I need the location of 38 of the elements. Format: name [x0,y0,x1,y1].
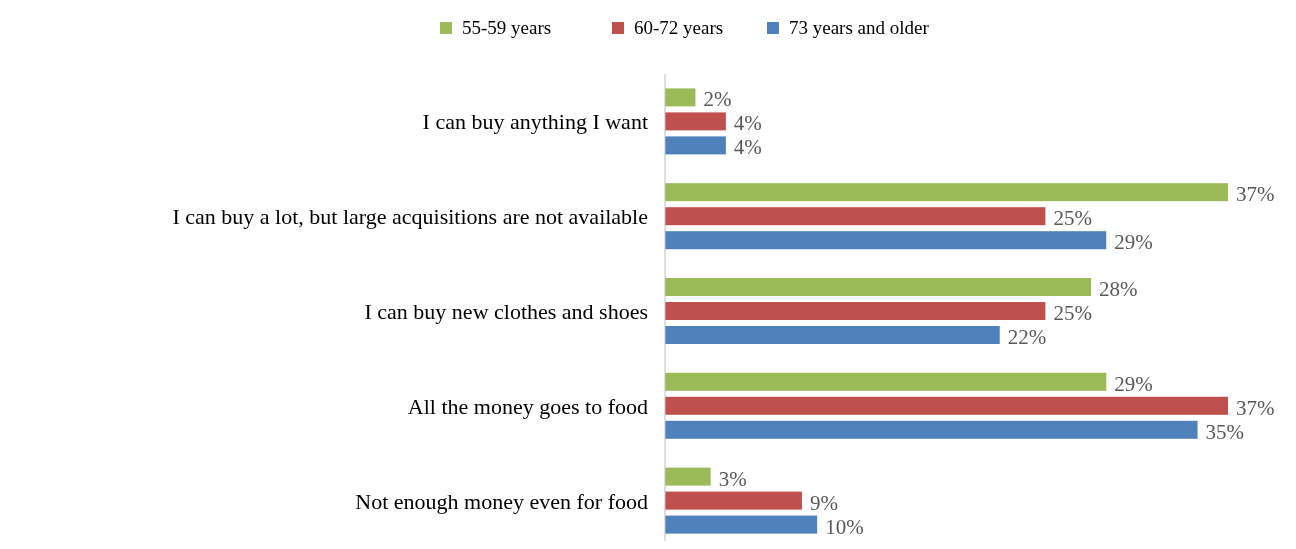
bar [665,278,1092,296]
y-tick-label: I can buy anything I want [422,109,648,135]
bar [665,467,711,486]
legend-label: 55-59 years [462,17,552,38]
data-label: 9% [809,490,838,515]
data-label: 2% [703,87,732,112]
data-label: 25% [1053,301,1092,325]
data-label: 37% [1236,395,1275,420]
data-label: 29% [1114,371,1153,396]
data-label: 35% [1205,419,1245,444]
bar [665,112,726,131]
data-label: 4% [733,111,762,136]
bar [665,183,1228,202]
legend-label: 73 years and older [789,17,930,38]
bar [665,372,1107,391]
bar [665,396,1228,415]
y-tick-label: I can buy new clothes and shoes [364,299,648,324]
bar [665,136,726,155]
data-label: 37% [1236,182,1275,207]
y-tick-label: I can buy a lot, but large acquisitions are not available [172,204,648,230]
bar [665,207,1046,226]
data-label: 25% [1053,206,1092,231]
legend-label: 60-72 years [634,17,724,38]
data-label: 4% [733,135,762,160]
bar [665,326,1000,344]
data-label: 3% [718,466,747,491]
data-label: 22% [1007,325,1047,349]
data-label: 28% [1099,277,1138,301]
y-tick-label: Not enough money even for food [355,488,648,514]
y-tick-label: All the money goes to food [407,393,648,419]
bar [665,491,802,510]
bar [665,302,1046,320]
bar [665,88,696,107]
bar [665,515,818,534]
bar [665,231,1107,250]
data-label: 29% [1114,230,1153,255]
data-label: 10% [825,514,864,539]
bar [665,420,1198,439]
